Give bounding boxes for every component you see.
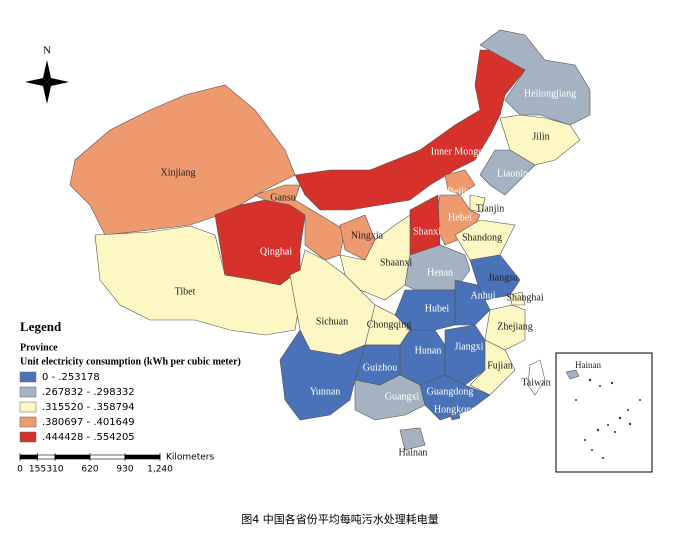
province bbox=[69, 84, 296, 236]
province-label: Jiangsu bbox=[488, 272, 518, 283]
provinces bbox=[69, 29, 591, 451]
scale-label: 1,240 bbox=[147, 465, 173, 475]
province bbox=[454, 219, 516, 261]
province-label: Heilongjiang bbox=[524, 88, 576, 99]
province bbox=[444, 169, 476, 196]
legend-label: .315520 - .358794 bbox=[42, 402, 135, 413]
province-label: Shanghai bbox=[506, 292, 543, 303]
province bbox=[279, 329, 366, 421]
province-label: Gansu bbox=[270, 192, 296, 203]
province-label: Sichuan bbox=[316, 316, 348, 327]
province-label: Hongkong bbox=[434, 404, 476, 415]
province-label: Tianjin bbox=[476, 203, 505, 214]
legend-label: .267832 - .298332 bbox=[42, 387, 135, 398]
province-label: Hunan bbox=[415, 345, 442, 356]
legend-swatch bbox=[19, 386, 37, 398]
province bbox=[527, 359, 546, 396]
province-label: Jilin bbox=[532, 131, 549, 142]
inset-label: Hainan bbox=[575, 360, 601, 370]
legend-label: .444428 - .554205 bbox=[42, 432, 135, 443]
legend-swatch bbox=[19, 431, 37, 443]
scale-unit: Kilometers bbox=[166, 453, 214, 463]
province-label: Qinghai bbox=[260, 246, 292, 257]
legend: Legend Province Unit electricity consump… bbox=[19, 319, 241, 443]
scale-bar: 0 155 310 620 930 1,240 Kilometers bbox=[17, 453, 214, 475]
province bbox=[469, 194, 486, 213]
province-label: Henan bbox=[427, 267, 453, 278]
province-label: Zhejiang bbox=[497, 321, 533, 332]
province-label: Guangxi bbox=[385, 391, 420, 402]
province-label: Hainan bbox=[399, 447, 428, 458]
province-label: Shandong bbox=[462, 232, 502, 243]
province-label: Yunnan bbox=[310, 386, 341, 397]
inset-frame bbox=[555, 352, 653, 473]
legend-label: .380697 - .401649 bbox=[42, 417, 135, 428]
scale-segment bbox=[89, 454, 126, 460]
inset-islands bbox=[565, 369, 641, 459]
province-labels: Xinjiang Tibet Qinghai Gansu Inner Mongolia H… bbox=[161, 88, 577, 458]
province-label: Tibet bbox=[175, 286, 196, 297]
province-label: Hebei bbox=[448, 212, 472, 223]
legend-swatch bbox=[19, 371, 37, 383]
scale-label: 930 bbox=[116, 465, 133, 475]
province bbox=[419, 374, 491, 421]
province bbox=[509, 291, 526, 306]
scale-segment bbox=[124, 454, 161, 460]
province-label: Taiwan bbox=[521, 377, 550, 388]
province-label: Hubei bbox=[425, 303, 450, 314]
legend-swatch bbox=[19, 401, 37, 413]
province bbox=[214, 199, 306, 286]
province-label: Guangdong bbox=[427, 386, 474, 397]
province-label: Ningxia bbox=[351, 230, 384, 241]
province-label: Beijing bbox=[447, 186, 476, 197]
scale-label: 0 bbox=[17, 465, 23, 475]
province bbox=[399, 329, 446, 386]
province bbox=[294, 49, 526, 211]
legend-field: Unit electricity consumption (kWh per cu… bbox=[20, 356, 241, 367]
province-label: Inner Mongolia bbox=[431, 146, 494, 157]
north-arrow: N bbox=[25, 45, 69, 104]
scale-label: 155 bbox=[29, 465, 46, 475]
legend-swatch bbox=[19, 416, 37, 428]
province-label: Chongqing bbox=[367, 319, 411, 330]
province-label: Shanxi bbox=[413, 226, 441, 237]
legend-label: 0 - .253178 bbox=[42, 372, 100, 383]
province bbox=[479, 149, 536, 196]
province-label: Jiangxi bbox=[455, 341, 484, 352]
scale-segment bbox=[54, 454, 91, 460]
province-label: Shaanxi bbox=[380, 257, 412, 268]
province bbox=[449, 409, 461, 421]
province bbox=[479, 29, 591, 126]
scale-label: 310 bbox=[46, 465, 63, 475]
north-label: N bbox=[43, 45, 51, 57]
legend-title: Legend bbox=[20, 319, 62, 334]
province-label: Guizhou bbox=[363, 362, 397, 373]
scale-label: 620 bbox=[81, 465, 98, 475]
province-label: Fujian bbox=[487, 360, 513, 371]
caption: 图4 中国各省份平均每吨污水处理耗电量 bbox=[241, 512, 439, 526]
province-label: Liaoning bbox=[497, 168, 533, 179]
province-label: Anhui bbox=[471, 290, 496, 301]
scale-segment bbox=[19, 454, 38, 460]
province bbox=[399, 427, 426, 451]
province bbox=[404, 244, 471, 291]
province-label: Xinjiang bbox=[161, 167, 196, 178]
legend-layer: Province bbox=[20, 342, 58, 353]
scale-segment bbox=[37, 454, 56, 460]
